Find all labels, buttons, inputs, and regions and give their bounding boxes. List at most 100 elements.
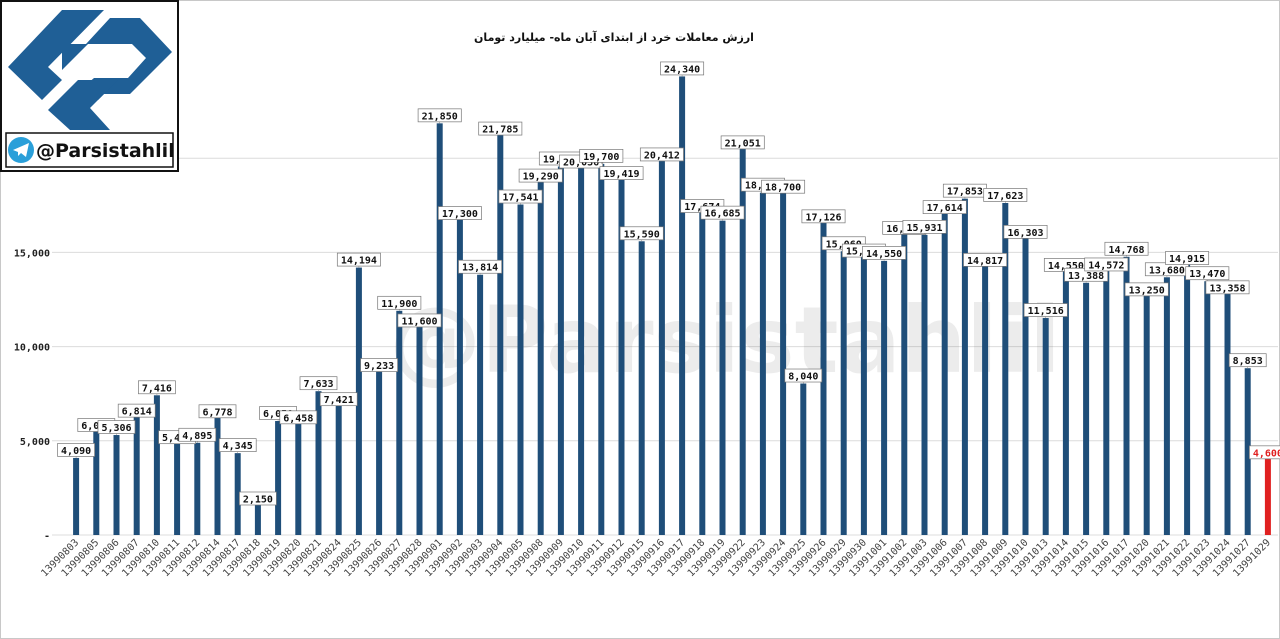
bar — [1123, 256, 1130, 535]
bar — [860, 246, 867, 535]
data-label: 19,419 — [599, 166, 644, 180]
bar — [719, 220, 726, 535]
data-label: 17,126 — [801, 209, 846, 223]
bar — [881, 260, 888, 535]
data-label-text: 14,817 — [967, 256, 1003, 267]
bar — [497, 124, 504, 535]
data-label-text: 8,853 — [1233, 356, 1263, 367]
data-label: 11,516 — [1023, 303, 1068, 319]
data-label: 14,194 — [336, 252, 381, 268]
bar — [1103, 260, 1110, 535]
data-label: 24,340 — [660, 61, 705, 77]
bar — [699, 202, 706, 535]
data-label: 13,250 — [1124, 282, 1169, 296]
bar — [315, 391, 322, 535]
logo: @Parsistahlil — [0, 0, 179, 172]
bar — [113, 435, 120, 535]
data-label: 19,700 — [579, 149, 624, 164]
data-label: 14,915 — [1165, 251, 1210, 265]
bar — [578, 157, 585, 535]
bar — [254, 494, 261, 535]
data-label-text: 17,853 — [947, 187, 983, 198]
logo-handle-box — [5, 132, 174, 168]
bar — [1184, 254, 1191, 535]
bar — [194, 442, 201, 535]
data-label-text: 13,680 — [1149, 265, 1185, 276]
data-label: 19,290 — [518, 168, 563, 183]
data-label-text: 4,895 — [182, 431, 212, 442]
bar — [1204, 281, 1211, 535]
data-label-text: 11,516 — [1028, 306, 1064, 317]
data-label: 11,900 — [377, 295, 422, 311]
bar — [1244, 368, 1251, 535]
y-tick-label: - — [44, 531, 50, 542]
bar — [376, 361, 383, 535]
data-label: 6,458 — [279, 410, 318, 424]
data-label-text: 5,404 — [162, 433, 192, 444]
data-label-text: 17,300 — [442, 209, 478, 220]
bar — [638, 241, 645, 535]
bar — [901, 223, 908, 536]
data-label: 21,051 — [720, 135, 765, 149]
bars — [73, 76, 1271, 536]
data-label: 20,412 — [639, 147, 684, 161]
bar — [477, 274, 484, 535]
data-label-text: 6,050 — [263, 409, 293, 420]
data-label-text: 24,340 — [664, 64, 700, 75]
data-label-text: 7,421 — [324, 395, 354, 406]
bar — [557, 166, 564, 535]
data-label: 8,853 — [1228, 353, 1267, 369]
bar — [396, 310, 403, 535]
data-label: 17,623 — [983, 188, 1028, 203]
bar — [800, 383, 807, 535]
data-label-text: 14,572 — [1088, 260, 1124, 271]
data-label-text: 16,685 — [704, 209, 740, 220]
data-label-text: 21,850 — [422, 111, 458, 122]
data-label: 16,303 — [1003, 225, 1048, 239]
bar — [1002, 202, 1009, 536]
data-label-text: 4,345 — [223, 441, 253, 452]
data-label: 21,850 — [417, 108, 462, 124]
data-label-text: 20,412 — [644, 150, 680, 161]
data-label-text: 17,126 — [805, 212, 841, 223]
data-label-text: 9,233 — [364, 361, 394, 372]
data-label-text: 4,090 — [61, 446, 91, 457]
data-label-text: 14,194 — [341, 256, 377, 267]
data-label-text: 21,051 — [725, 138, 761, 149]
data-label-text: 13,388 — [1068, 271, 1104, 282]
data-label-text: 14,915 — [1169, 254, 1205, 265]
bar — [153, 395, 160, 535]
data-label: 7,633 — [299, 376, 338, 392]
data-label: 6,778 — [198, 404, 237, 418]
bar — [598, 163, 605, 536]
bar — [295, 413, 302, 535]
data-label: 17,541 — [498, 189, 543, 205]
bar — [1264, 448, 1271, 535]
data-label-text: 7,633 — [303, 379, 333, 390]
data-label-text: 4,600 — [1253, 448, 1280, 459]
data-label: 4,895 — [178, 427, 217, 443]
y-tick-label: 10,000 — [14, 343, 50, 354]
data-label: 4,600 — [1249, 445, 1280, 459]
data-label-text: 17,614 — [927, 203, 963, 214]
data-label: 2,150 — [239, 491, 277, 505]
bar — [1042, 318, 1049, 535]
bar — [1022, 227, 1029, 535]
bar — [456, 209, 463, 535]
data-label: 16,685 — [700, 205, 745, 221]
data-labels: 4,0906,0505,3066,8147,4165,4044,8956,778… — [57, 61, 1280, 505]
bar — [275, 421, 282, 535]
data-label: 17,300 — [437, 206, 482, 220]
data-label: 17,853 — [942, 183, 987, 199]
data-label: 7,416 — [138, 380, 176, 396]
bar — [961, 198, 968, 535]
data-label: 7,421 — [319, 392, 358, 406]
bar — [1224, 283, 1231, 535]
bar — [214, 407, 221, 535]
chart-title: ارزش معاملات خرد از ابتدای آبان ماه- میل… — [474, 30, 754, 44]
data-label: 6,814 — [117, 403, 156, 418]
bar — [941, 203, 948, 536]
data-label-text: 6,814 — [122, 407, 152, 418]
data-label: 13,814 — [458, 259, 503, 275]
